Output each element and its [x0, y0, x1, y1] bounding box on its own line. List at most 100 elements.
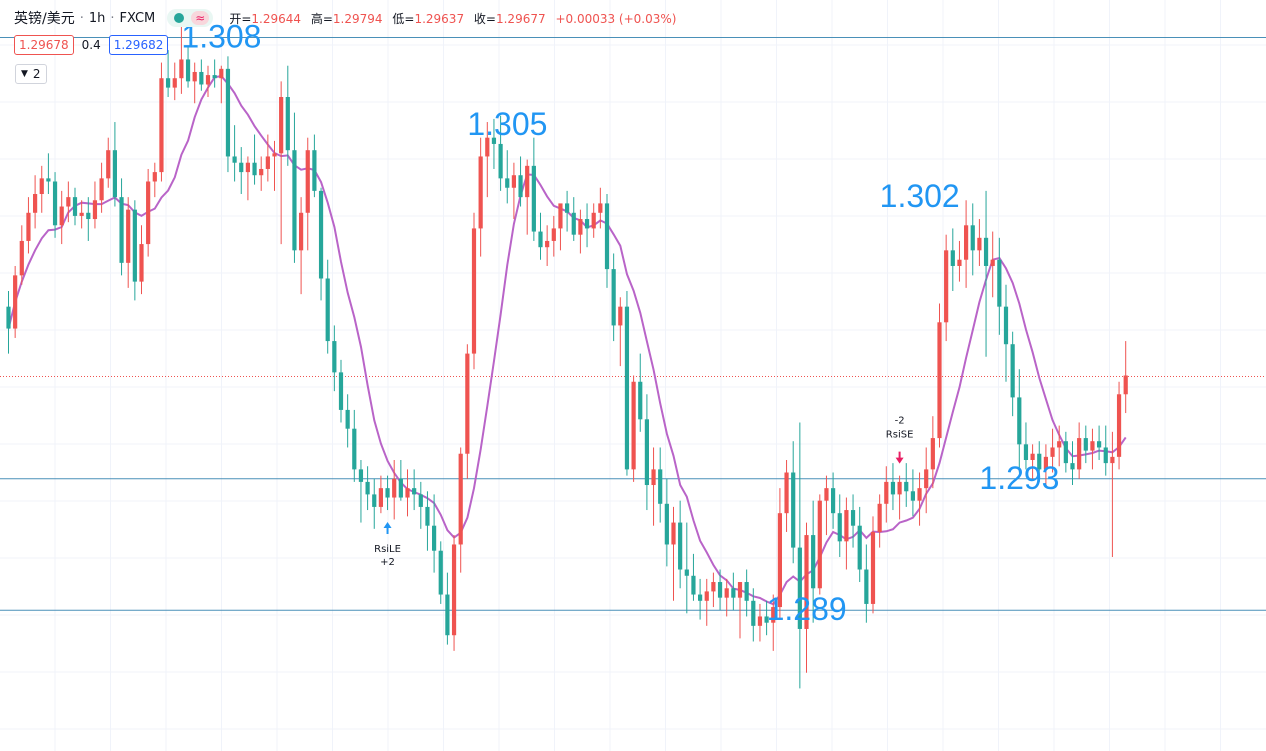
candle-body	[698, 594, 703, 601]
candle-body	[392, 478, 397, 498]
candle-body	[438, 550, 443, 595]
candle-body	[212, 75, 217, 79]
candle-body	[86, 212, 91, 220]
candle-body	[884, 481, 889, 504]
candle-body	[19, 240, 24, 276]
price-annotation-label: 1.302	[880, 178, 960, 214]
candle-body	[498, 143, 503, 179]
candle-body	[757, 616, 763, 626]
sell-price-button[interactable]: 1.29678	[14, 35, 74, 55]
candle-body	[844, 510, 849, 542]
candle-body	[1017, 397, 1022, 445]
separator-dot: ·	[79, 10, 84, 26]
candle-body	[458, 453, 463, 545]
signal-qty: -2	[895, 416, 905, 427]
candle-body	[405, 488, 410, 498]
signal-qty: +2	[380, 557, 395, 568]
candle-body	[305, 150, 310, 213]
candle-body	[837, 513, 842, 542]
indicators-toggle-button[interactable]: ▼ 2	[15, 64, 47, 84]
buy-price-button[interactable]: 1.29682	[108, 35, 169, 55]
candle-body	[398, 478, 403, 498]
candle-body	[811, 535, 816, 589]
candle-body	[252, 162, 257, 176]
candle-body	[139, 244, 144, 282]
candle-body	[671, 522, 676, 545]
candle-body	[1003, 306, 1009, 345]
candle-body	[418, 494, 423, 507]
candle-body	[644, 419, 649, 486]
market-status-badge[interactable]: ≈	[167, 9, 214, 27]
candle-body	[292, 150, 297, 251]
close-value: 1.29677	[495, 11, 546, 26]
candle-body	[704, 591, 709, 601]
candle-body	[412, 488, 417, 495]
candle-body	[1110, 456, 1115, 464]
candle-body	[26, 212, 31, 241]
change-value: +0.00033 (+0.03%)	[555, 11, 677, 26]
candle-body	[239, 162, 244, 173]
price-annotation-label: 1.289	[767, 591, 847, 627]
candle-body	[691, 575, 696, 595]
candle-body	[225, 68, 231, 157]
candle-body	[33, 194, 38, 213]
candle-body	[1063, 441, 1068, 464]
candle-body	[1030, 453, 1035, 460]
candle-body	[99, 178, 104, 201]
candle-body	[13, 275, 18, 329]
candle-body	[518, 175, 523, 198]
candle-body	[451, 544, 457, 636]
candle-body	[724, 588, 729, 598]
candle-body	[159, 78, 164, 173]
candle-body	[777, 513, 782, 608]
candle-body	[378, 488, 383, 507]
candle-body	[1077, 438, 1082, 470]
candle-body	[538, 231, 543, 248]
candle-body	[1070, 463, 1075, 470]
candle-body	[166, 78, 171, 88]
candle-body	[571, 212, 576, 235]
candle-body	[66, 197, 71, 207]
candle-body	[897, 481, 902, 495]
candle-body	[232, 156, 237, 163]
quote-row: 1.29678 0.4 1.29682	[14, 35, 169, 55]
candle-body	[857, 525, 862, 570]
candle-body	[265, 156, 270, 169]
candle-body	[890, 481, 896, 495]
candle-body	[385, 488, 390, 498]
candle-body	[126, 209, 131, 263]
candle-body	[804, 535, 809, 629]
candle-body	[1090, 441, 1095, 451]
candle-body	[744, 582, 749, 601]
candle-body	[578, 219, 583, 235]
candle-body	[970, 225, 975, 251]
candle-body	[372, 494, 377, 507]
candle-body	[471, 228, 477, 354]
candle-body	[904, 481, 909, 492]
candle-body	[850, 510, 856, 526]
candle-body	[6, 306, 11, 329]
candle-body	[352, 428, 357, 470]
candle-body	[764, 616, 769, 623]
symbol-name[interactable]: 英镑/美元	[14, 11, 75, 27]
candle-body	[312, 150, 317, 191]
interval-label[interactable]: 1h	[88, 10, 106, 26]
candle-body	[179, 59, 184, 79]
candle-body	[917, 488, 922, 501]
candle-body	[46, 178, 51, 182]
candle-body	[485, 137, 490, 157]
candle-body	[272, 153, 277, 157]
candle-body	[432, 525, 437, 551]
candle-body	[219, 68, 224, 79]
moving-average-line	[7, 75, 1127, 606]
signal-name: RsiLE	[374, 544, 401, 555]
candle-body	[525, 165, 530, 198]
candle-body	[318, 190, 324, 279]
buy-arrow-icon	[383, 522, 392, 535]
candle-body	[791, 472, 796, 548]
candle-body	[944, 250, 949, 323]
candle-body	[717, 582, 723, 598]
candle-body	[638, 381, 643, 420]
